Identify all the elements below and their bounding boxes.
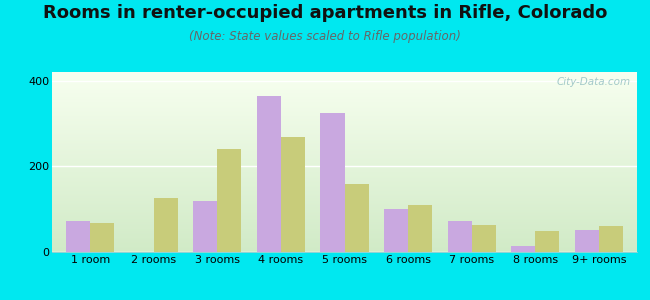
Bar [344, 184, 369, 252]
Bar [281, 137, 305, 252]
Bar [90, 223, 114, 252]
Bar [66, 221, 90, 252]
Bar [599, 226, 623, 252]
Bar [447, 221, 472, 252]
Bar [217, 149, 242, 252]
Bar [193, 201, 217, 252]
Bar [535, 231, 560, 252]
Bar [384, 209, 408, 252]
Text: (Note: State values scaled to Rifle population): (Note: State values scaled to Rifle popu… [189, 30, 461, 43]
Text: Rooms in renter-occupied apartments in Rifle, Colorado: Rooms in renter-occupied apartments in R… [43, 4, 607, 22]
Bar [408, 205, 432, 252]
Bar [472, 225, 496, 252]
Bar [511, 246, 535, 252]
Text: City-Data.com: City-Data.com [557, 77, 631, 87]
Bar [320, 113, 344, 252]
Bar [154, 198, 178, 252]
Bar [257, 96, 281, 252]
Bar [575, 230, 599, 252]
